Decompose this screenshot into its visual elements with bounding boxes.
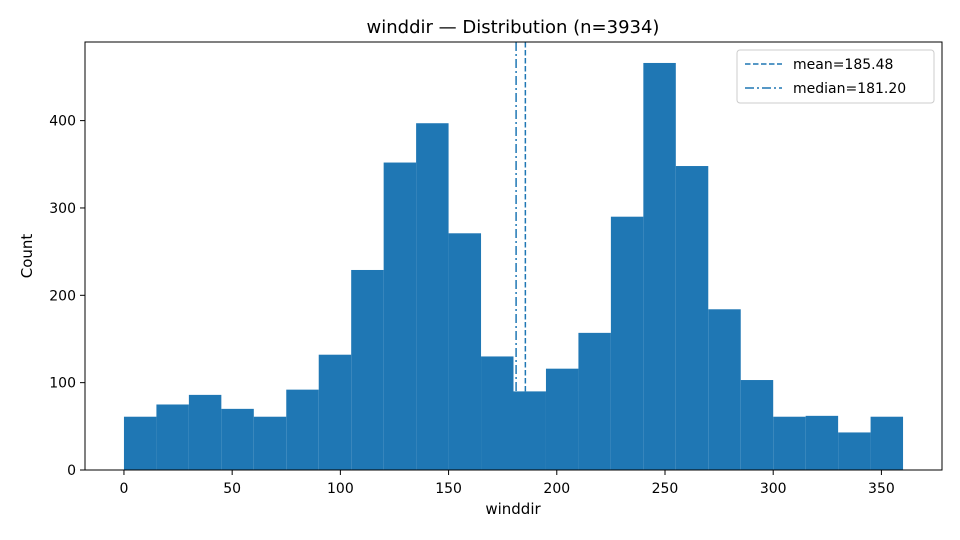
legend-median-label: median=181.20 <box>793 81 906 97</box>
histogram-bar <box>156 404 189 470</box>
histogram-bar <box>513 391 546 470</box>
y-axis-label: Count <box>18 234 36 279</box>
histogram-bar <box>740 380 774 470</box>
histogram-bar <box>416 123 449 470</box>
x-tick-label: 250 <box>652 481 679 497</box>
histogram-bar <box>383 162 417 471</box>
y-tick-label: 300 <box>49 201 76 217</box>
histogram-bar <box>643 62 676 471</box>
x-tick-label: 50 <box>223 481 241 497</box>
histogram-bar <box>253 416 287 470</box>
bars-layer <box>123 62 904 471</box>
histogram-bar <box>610 216 644 470</box>
legend-mean-label: mean=185.48 <box>793 57 893 73</box>
x-tick-label: 0 <box>119 481 128 497</box>
histogram-bar <box>708 309 741 470</box>
histogram-bar <box>318 354 352 470</box>
x-axis: 0 50 100 150 200 250 300 350 <box>119 470 895 497</box>
y-tick-label: 200 <box>49 288 76 304</box>
x-tick-label: 150 <box>435 481 462 497</box>
y-axis: 0 100 200 300 400 <box>49 114 85 479</box>
reference-lines <box>515 42 527 392</box>
histogram-bar <box>286 389 319 470</box>
x-tick-label: 350 <box>868 481 895 497</box>
x-tick-label: 100 <box>327 481 354 497</box>
histogram-bar <box>805 415 839 470</box>
histogram-bar <box>481 356 514 470</box>
histogram-bar <box>351 269 384 470</box>
plot-frame <box>84 41 943 471</box>
histogram-bar <box>123 416 157 470</box>
y-tick-label: 400 <box>49 114 76 130</box>
histogram-bar <box>870 416 904 470</box>
histogram-bar <box>188 394 222 470</box>
histogram-bar <box>838 432 871 470</box>
histogram-bar <box>578 332 611 470</box>
histogram-bar <box>773 416 806 470</box>
chart-title: winddir — Distribution (n=3934) <box>367 17 660 38</box>
legend: mean=185.48 median=181.20 <box>736 49 935 104</box>
x-tick-label: 300 <box>760 481 787 497</box>
histogram-bar <box>675 166 709 470</box>
y-tick-label: 100 <box>49 376 76 392</box>
x-axis-label: winddir <box>485 500 541 518</box>
y-tick-label: 0 <box>67 463 76 479</box>
histogram-bar <box>545 368 579 470</box>
x-tick-label: 200 <box>543 481 570 497</box>
histogram-bar <box>221 408 254 470</box>
histogram-bar <box>448 233 482 470</box>
legend-box <box>736 49 935 104</box>
